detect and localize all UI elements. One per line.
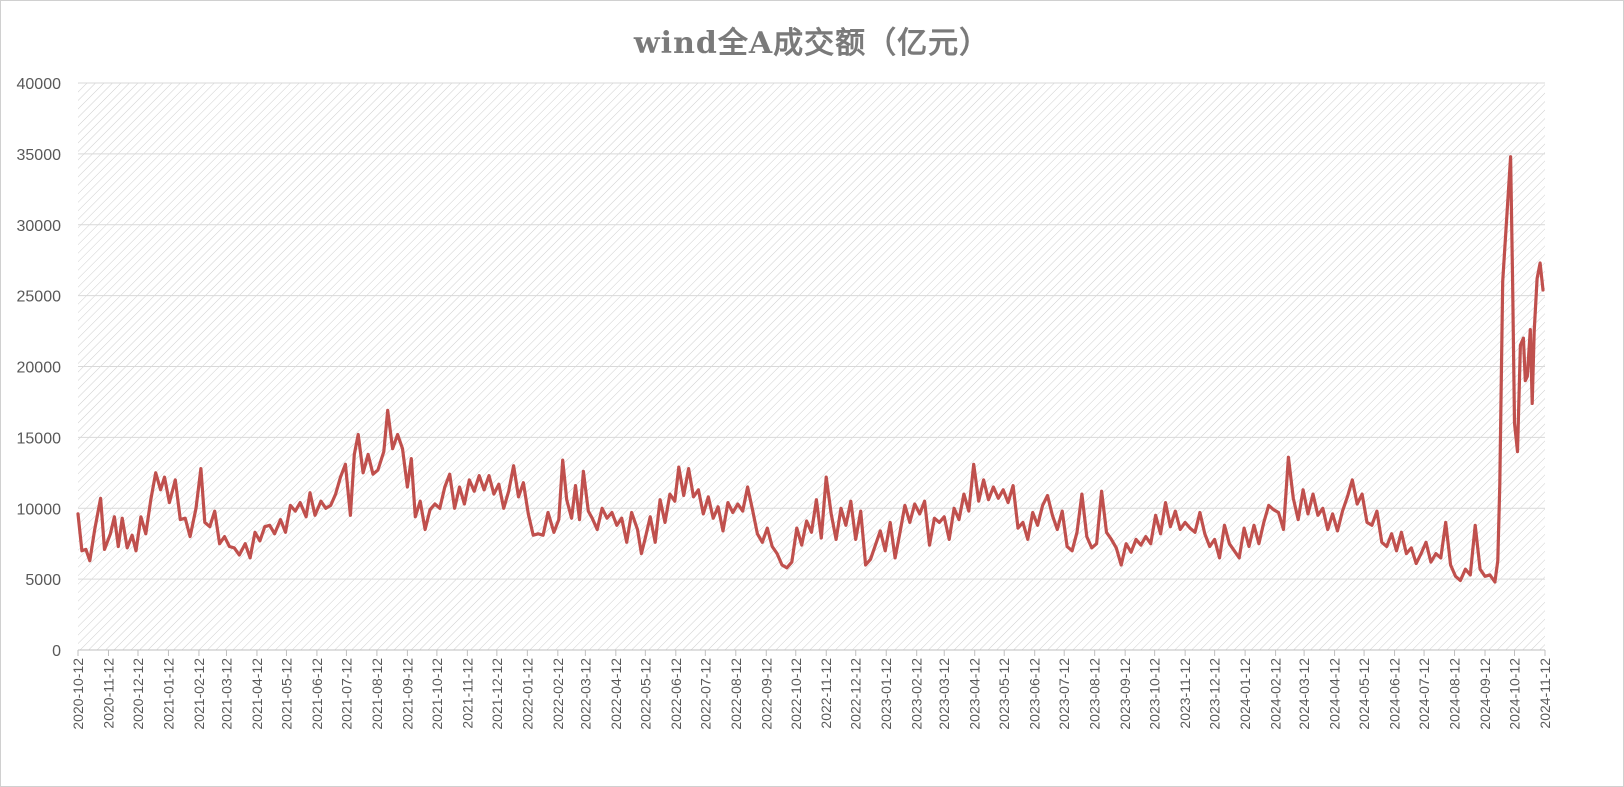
x-tick-label: 2021-05-12 xyxy=(278,658,294,730)
grid-lines xyxy=(78,82,1545,580)
x-tick-label: 2023-08-12 xyxy=(1087,658,1103,730)
x-tick-label: 2021-04-12 xyxy=(249,658,265,730)
x-tick-label: 2022-02-12 xyxy=(550,658,566,730)
x-tick-label: 2023-10-12 xyxy=(1147,658,1163,730)
x-tick-label: 2024-07-12 xyxy=(1416,658,1432,730)
x-tick-label: 2024-08-12 xyxy=(1447,658,1463,730)
y-tick-label: 15000 xyxy=(17,430,62,447)
x-tick-label: 2023-05-12 xyxy=(996,658,1012,730)
x-tick-label: 2023-01-12 xyxy=(878,658,894,730)
x-tick-label: 2023-07-12 xyxy=(1056,658,1072,730)
chart-title: wind全A成交额（亿元） xyxy=(633,26,991,61)
x-tick-label: 2020-10-12 xyxy=(70,658,86,730)
x-tick-label: 2023-06-12 xyxy=(1027,658,1043,730)
x-tick-label: 2021-08-12 xyxy=(369,658,385,730)
y-tick-label: 0 xyxy=(52,643,61,660)
x-tick-label: 2024-01-12 xyxy=(1237,658,1253,730)
x-tick-label: 2022-09-12 xyxy=(758,658,774,730)
y-tick-label: 10000 xyxy=(17,501,62,518)
y-tick-label: 40000 xyxy=(17,76,62,93)
axes xyxy=(77,649,1546,656)
x-axis-ticks: 2020-10-12 2020-11-12 2020-12-12 2021-01-12… xyxy=(70,658,1553,730)
x-tick-label: 2024-02-12 xyxy=(1268,658,1284,730)
x-tick-label: 2024-03-12 xyxy=(1296,658,1312,730)
x-tick-label: 2024-06-12 xyxy=(1387,658,1403,730)
x-tick-label: 2021-03-12 xyxy=(218,658,234,730)
y-tick-label: 25000 xyxy=(17,289,62,306)
x-tick-label: 2022-06-12 xyxy=(668,658,684,730)
x-tick-label: 2022-07-12 xyxy=(697,658,713,730)
x-tick-label: 2021-07-12 xyxy=(338,658,354,730)
x-tick-label: 2022-08-12 xyxy=(728,658,744,730)
x-tick-label: 2023-09-12 xyxy=(1117,658,1133,730)
x-tick-label: 2021-01-12 xyxy=(160,658,176,730)
y-tick-label: 5000 xyxy=(25,572,61,589)
x-tick-label: 2021-02-12 xyxy=(191,658,207,730)
x-tick-label: 2024-05-12 xyxy=(1356,658,1372,730)
y-tick-label: 35000 xyxy=(17,147,62,164)
x-tick-label: 2020-12-12 xyxy=(130,658,146,730)
series-line xyxy=(76,155,1545,584)
x-tick-label: 2021-12-12 xyxy=(489,658,505,730)
x-tick-label: 2024-10-12 xyxy=(1507,658,1523,730)
x-tick-label: 2024-11-12 xyxy=(1537,658,1553,729)
x-tick-label: 2021-06-12 xyxy=(309,658,325,730)
x-tick-label: 2022-04-12 xyxy=(608,658,624,730)
series-layer xyxy=(76,155,1545,584)
y-tick-label: 30000 xyxy=(17,218,62,235)
x-tick-label: 2022-11-12 xyxy=(818,658,834,729)
x-tick-label: 2021-09-12 xyxy=(399,658,415,730)
x-tick-label: 2024-04-12 xyxy=(1327,658,1343,730)
x-tick-label: 2022-12-12 xyxy=(848,658,864,730)
x-tick-label: 2023-04-12 xyxy=(967,658,983,730)
x-tick-label: 2021-10-12 xyxy=(429,658,445,730)
x-tick-label: 2023-12-12 xyxy=(1207,658,1223,730)
x-tick-label: 2020-11-12 xyxy=(100,658,116,729)
x-tick-label: 2023-03-12 xyxy=(936,658,952,730)
x-tick-label: 2021-11-12 xyxy=(459,658,475,729)
x-tick-label: 2023-11-12 xyxy=(1177,658,1193,729)
x-tick-label: 2024-09-12 xyxy=(1477,658,1493,730)
y-tick-label: 20000 xyxy=(17,360,62,377)
x-tick-label: 2022-01-12 xyxy=(519,658,535,730)
x-tick-label: 2022-05-12 xyxy=(637,658,653,730)
x-tick-label: 2023-02-12 xyxy=(909,658,925,730)
x-tick-label: 2022-10-12 xyxy=(788,658,804,730)
x-tick-label: 2022-03-12 xyxy=(577,658,593,730)
y-axis-ticks: 0 5000 10000 15000 20000 25000 30000 35000 40000 xyxy=(17,76,62,660)
